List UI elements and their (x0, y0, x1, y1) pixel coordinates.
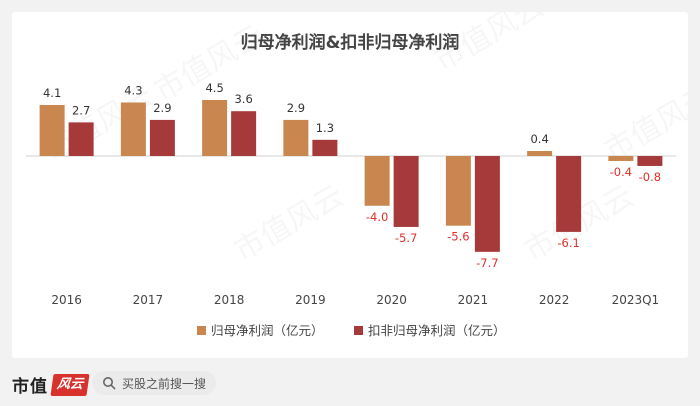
bar-deducted-net-profit (231, 111, 257, 156)
bar-net-profit (527, 151, 553, 156)
x-tick-label: 2023Q1 (612, 293, 660, 307)
data-label: 4.5 (205, 81, 223, 95)
bar-deducted-net-profit (556, 156, 582, 232)
data-label: -4.0 (366, 210, 388, 224)
chart-title: 归母净利润&扣非归母净利润 (241, 32, 460, 53)
data-label: 4.3 (124, 83, 142, 97)
legend-swatch (197, 326, 206, 335)
legend-label: 归母净利润（亿元） (211, 323, 324, 338)
data-label: 1.3 (316, 121, 334, 135)
bar-chart: 市值风云市值风云市值风云市值风云市值风云市值风云归母净利润&扣非归母净利润4.1… (26, 32, 689, 338)
data-label: 2.7 (72, 103, 90, 117)
data-label: -5.6 (447, 230, 469, 244)
brand-mark: 风云 (50, 373, 90, 396)
x-tick-label: 2016 (51, 293, 82, 307)
bar-deducted-net-profit (637, 156, 663, 166)
search-icon (103, 377, 116, 390)
bar-net-profit (202, 100, 228, 156)
data-label: -0.8 (639, 170, 661, 184)
x-tick-label: 2021 (458, 293, 489, 307)
legend-label: 扣非归母净利润（亿元） (368, 323, 506, 338)
data-label: 2.9 (287, 101, 305, 115)
data-label: 0.4 (530, 132, 548, 146)
data-label: 4.1 (43, 86, 61, 100)
x-tick-label: 2022 (539, 293, 570, 307)
bar-net-profit (364, 156, 390, 206)
x-tick-label: 2020 (376, 293, 407, 307)
bar-deducted-net-profit (312, 139, 338, 156)
bar-net-profit (39, 104, 65, 156)
data-label: -6.1 (557, 236, 579, 250)
bar-net-profit (283, 119, 309, 156)
bar-deducted-net-profit (474, 156, 500, 252)
x-tick-label: 2017 (133, 293, 164, 307)
x-tick-label: 2019 (295, 293, 326, 307)
data-label: 2.9 (153, 101, 171, 115)
bar-net-profit (120, 102, 146, 156)
footer-bar: 市值 风云 买股之前搜一搜 (0, 358, 700, 406)
bar-net-profit (608, 156, 634, 161)
brand-logo[interactable]: 市值 风云 (12, 372, 90, 397)
chart-card: 市值风云市值风云市值风云市值风云市值风云市值风云归母净利润&扣非归母净利润4.1… (12, 12, 688, 358)
x-tick-label: 2018 (214, 293, 245, 307)
bar-deducted-net-profit (68, 122, 94, 156)
data-label: -5.7 (395, 231, 417, 245)
brand-name: 市值 (12, 377, 48, 397)
data-label: 3.6 (234, 92, 252, 106)
bar-deducted-net-profit (393, 156, 419, 227)
data-label: -0.4 (610, 165, 632, 179)
bar-deducted-net-profit (149, 119, 175, 156)
search-placeholder: 买股之前搜一搜 (122, 376, 207, 391)
data-label: -7.7 (476, 256, 498, 270)
bar-net-profit (445, 156, 471, 226)
watermark: 市值风云 (229, 179, 350, 269)
search-box[interactable]: 买股之前搜一搜 (92, 371, 216, 395)
legend-swatch (354, 326, 363, 335)
watermark: 市值风云 (599, 79, 689, 169)
